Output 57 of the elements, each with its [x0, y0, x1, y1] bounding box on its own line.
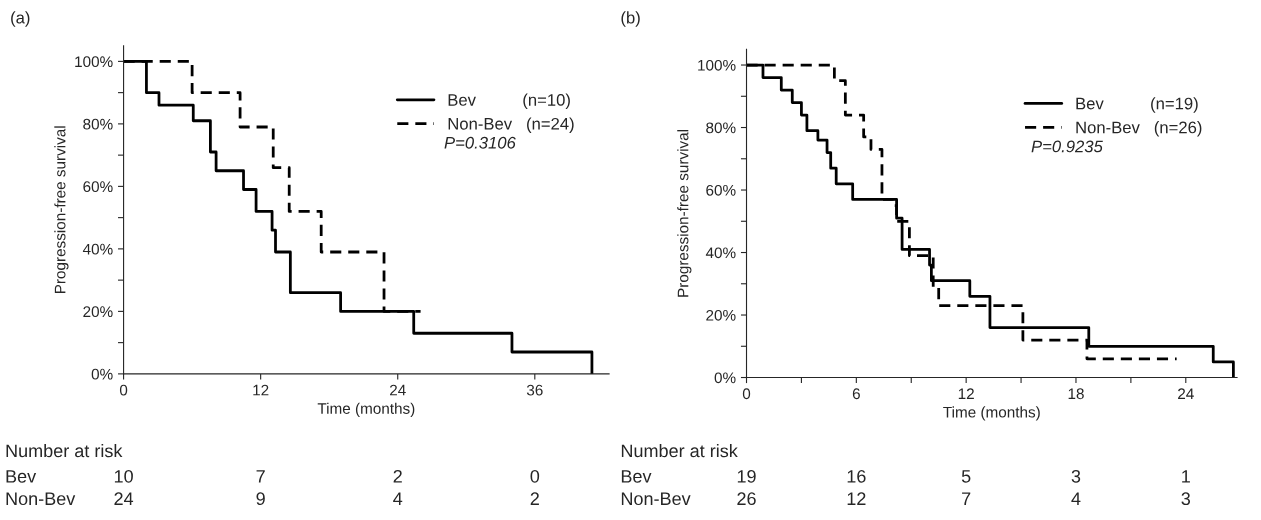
x-tick-label: 6: [852, 388, 860, 400]
x-tick-label: 24: [390, 384, 406, 396]
text: Number at risk: [621, 443, 738, 458]
x-tick-label: 24: [1178, 388, 1194, 400]
x-tick-label: 12: [958, 388, 974, 400]
text: 10: [114, 469, 133, 483]
x-tick-label: 18: [1068, 388, 1084, 400]
text: 24: [114, 492, 134, 505]
legend-label: Bev (n=10): [448, 93, 570, 110]
x-tick-label: 12: [253, 384, 269, 396]
y-tick-label: 80%: [83, 118, 113, 130]
x-tick-label: 0: [119, 384, 128, 396]
y-tick-label: 0%: [91, 368, 113, 380]
text: 7: [962, 492, 971, 505]
text: Non-Bev: [6, 492, 76, 506]
text: 3: [1071, 469, 1081, 483]
text: Non-Bev: [621, 492, 691, 506]
text: 16: [847, 469, 866, 483]
text: Bev: [6, 470, 37, 483]
x-axis-title: Time (months): [943, 406, 1040, 421]
legend-label: Non-Bev (n=24): [448, 117, 574, 133]
text: 1: [1182, 470, 1190, 483]
legend-label: Non-Bev (n=26): [1076, 121, 1202, 137]
legend-label: Bev (n=19): [1076, 97, 1198, 113]
text: 2: [393, 469, 402, 483]
text: 2: [530, 492, 539, 505]
y-axis-title: Progression-free survival: [677, 129, 692, 297]
text: 9: [256, 492, 265, 506]
annotation: P=0.3106: [444, 136, 516, 149]
text: 5: [961, 470, 971, 483]
y-tick-label: 20%: [83, 306, 113, 318]
x-axis-title: Time (months): [317, 402, 415, 417]
y-tick-label: 40%: [705, 247, 736, 259]
text: Bev: [621, 470, 652, 483]
text: 4: [1071, 492, 1081, 505]
y-tick-label: 40%: [82, 243, 113, 255]
text: 19: [737, 469, 756, 483]
text: 3: [1181, 492, 1191, 506]
x-tick-label: 0: [742, 388, 751, 400]
y-tick-label: 80%: [706, 122, 736, 134]
text: 26: [737, 492, 756, 506]
y-tick-label: 0%: [714, 372, 736, 384]
text: 7: [256, 470, 265, 483]
text: 12: [847, 492, 866, 505]
x-tick-label: 36: [526, 384, 543, 396]
text: 0: [530, 469, 540, 483]
y-tick-label: 100%: [75, 56, 113, 68]
y-tick-label: 20%: [706, 309, 736, 321]
chart-title: (b): [621, 11, 640, 27]
y-tick-label: 60%: [83, 181, 113, 193]
y-tick-label: 100%: [698, 59, 736, 71]
chart-title: (a): [11, 11, 30, 27]
text: 4: [393, 492, 403, 505]
y-tick-label: 60%: [706, 184, 736, 196]
text: Number at risk: [6, 443, 123, 458]
y-axis-title: Progression-free survival: [54, 126, 69, 294]
annotation: P=0.9235: [1031, 140, 1103, 153]
